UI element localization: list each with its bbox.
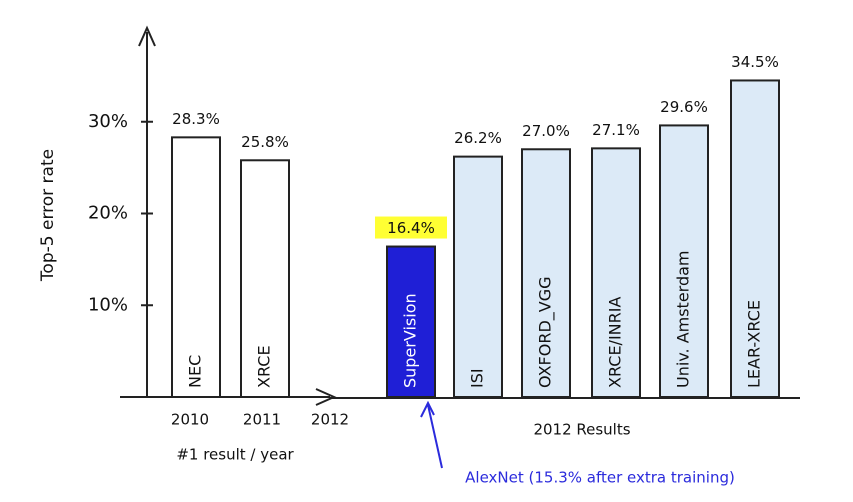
y-tick-label: 10% (88, 294, 128, 315)
x-axis-label: #1 result / year (176, 446, 294, 464)
bar-label: SuperVision (401, 293, 420, 388)
bar (240, 159, 290, 398)
year-label: 2011 (243, 411, 281, 429)
bar-label: LEAR-XRCE (745, 300, 764, 388)
bar-label: XRCE (255, 345, 274, 388)
value-label: 16.4% (387, 219, 435, 237)
value-label: 26.2% (454, 129, 502, 147)
annotation: AlexNet (15.3% after extra training) (465, 469, 735, 487)
bar (730, 79, 780, 399)
value-label: 25.8% (241, 133, 289, 151)
bar-label: Univ. Amsterdam (674, 250, 693, 388)
value-label: 28.3% (172, 110, 220, 128)
bar-label: ISI (468, 368, 487, 388)
value-label: 27.1% (592, 121, 640, 139)
value-label: 27.0% (522, 122, 570, 140)
bar-label: OXFORD_VGG (536, 276, 556, 388)
y-tick-label: 30% (88, 111, 128, 132)
bar (659, 124, 709, 398)
year-label: 2012 (311, 411, 349, 429)
annotation-arrow (420, 400, 443, 469)
y-axis-label: Top-5 error rate (38, 149, 58, 282)
year-label: 2010 (171, 411, 209, 429)
group-label: 2012 Results (533, 421, 630, 439)
value-label: 34.5% (731, 53, 779, 71)
bar-label: XRCE/INRIA (606, 297, 625, 388)
value-label-highlight (375, 216, 447, 239)
y-tick-label: 20% (88, 203, 128, 224)
value-label: 29.6% (660, 98, 708, 116)
bar (386, 245, 436, 398)
bar (171, 136, 221, 398)
bar (591, 147, 641, 398)
bar (453, 155, 503, 398)
bar-label: NEC (186, 355, 205, 388)
bar (521, 148, 571, 398)
